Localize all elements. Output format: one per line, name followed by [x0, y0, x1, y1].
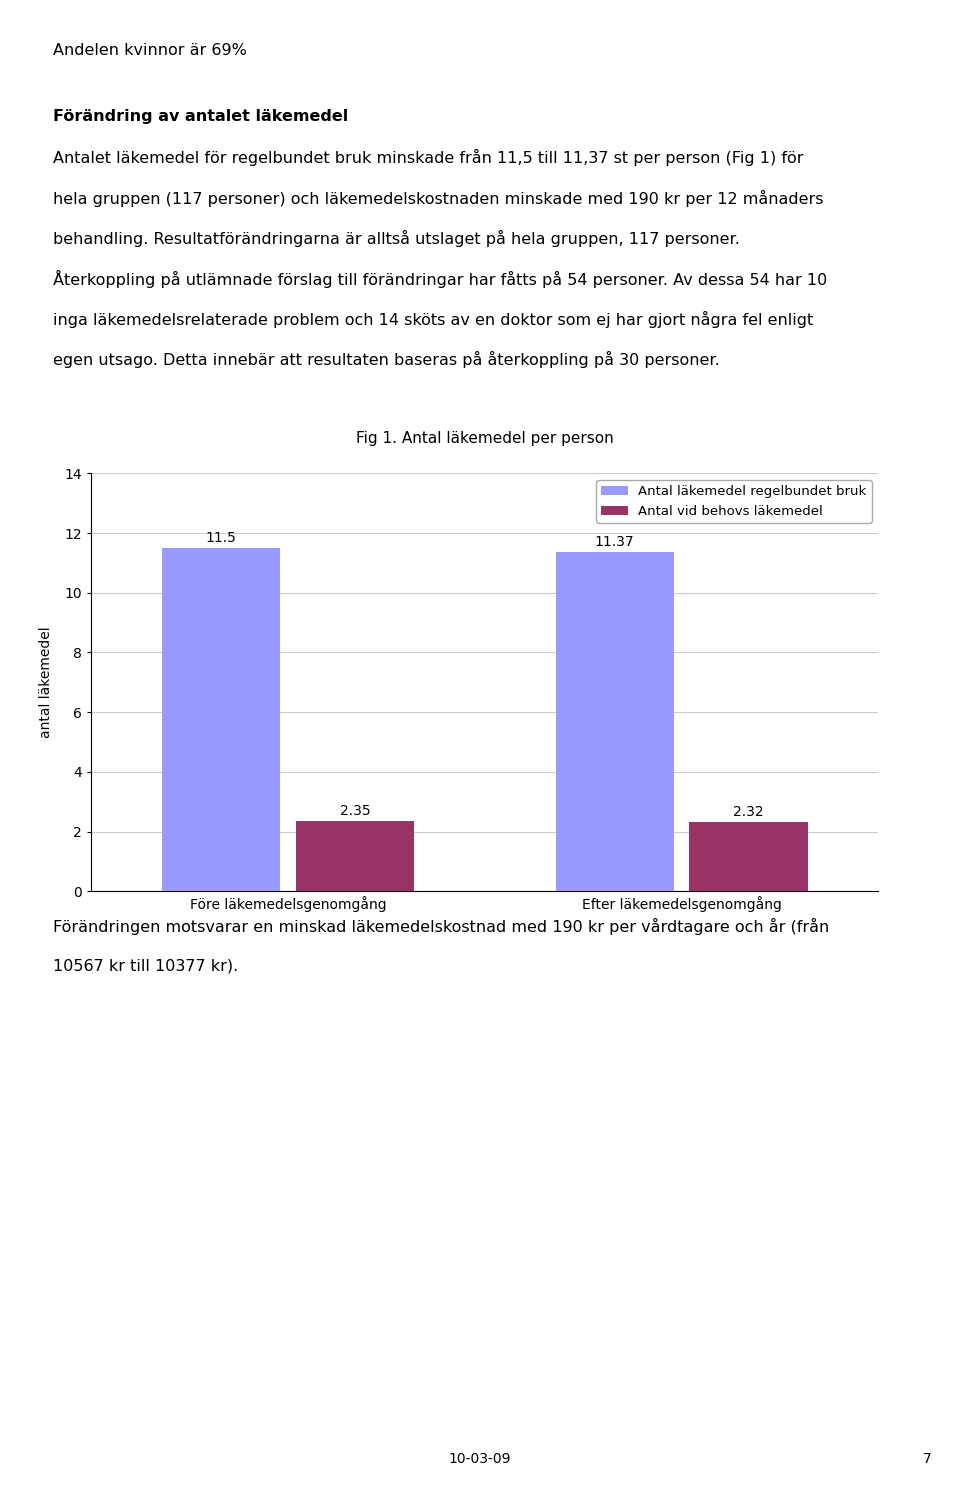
- Text: 2.32: 2.32: [733, 805, 764, 820]
- Text: 11.5: 11.5: [205, 532, 236, 545]
- Bar: [689, 823, 807, 891]
- Bar: [296, 821, 414, 891]
- Bar: [162, 548, 280, 891]
- Text: Återkoppling på utlämnade förslag till förändringar har fåtts på 54 personer. Av: Återkoppling på utlämnade förslag till f…: [53, 270, 828, 288]
- Legend: Antal läkemedel regelbundet bruk, Antal vid behovs läkemedel: Antal läkemedel regelbundet bruk, Antal …: [596, 479, 872, 523]
- Text: Fig 1. Antal läkemedel per person: Fig 1. Antal läkemedel per person: [356, 431, 613, 446]
- Text: inga läkemedelsrelaterade problem och 14 sköts av en doktor som ej har gjort någ: inga läkemedelsrelaterade problem och 14…: [53, 311, 813, 327]
- Text: 11.37: 11.37: [595, 534, 635, 549]
- Text: egen utsago. Detta innebär att resultaten baseras på återkoppling på 30 personer: egen utsago. Detta innebär att resultate…: [53, 351, 720, 367]
- Text: 10-03-09: 10-03-09: [448, 1453, 512, 1466]
- Text: Förändring av antalet läkemedel: Förändring av antalet läkemedel: [53, 109, 348, 124]
- Text: 2.35: 2.35: [340, 805, 371, 818]
- Text: Förändringen motsvarar en minskad läkemedelskostnad med 190 kr per vårdtagare oc: Förändringen motsvarar en minskad läkeme…: [53, 918, 829, 935]
- Text: hela gruppen (117 personer) och läkemedelskostnaden minskade med 190 kr per 12 m: hela gruppen (117 personer) och läkemede…: [53, 190, 824, 206]
- Text: 10567 kr till 10377 kr).: 10567 kr till 10377 kr).: [53, 959, 238, 973]
- Text: 7: 7: [923, 1453, 931, 1466]
- Text: Andelen kvinnor är 69%: Andelen kvinnor är 69%: [53, 43, 247, 58]
- Text: behandling. Resultatförändringarna är alltså utslaget på hela gruppen, 117 perso: behandling. Resultatförändringarna är al…: [53, 230, 739, 246]
- Y-axis label: antal läkemedel: antal läkemedel: [39, 627, 54, 738]
- Bar: [556, 552, 674, 891]
- Text: Antalet läkemedel för regelbundet bruk minskade från 11,5 till 11,37 st per pers: Antalet läkemedel för regelbundet bruk m…: [53, 149, 804, 166]
